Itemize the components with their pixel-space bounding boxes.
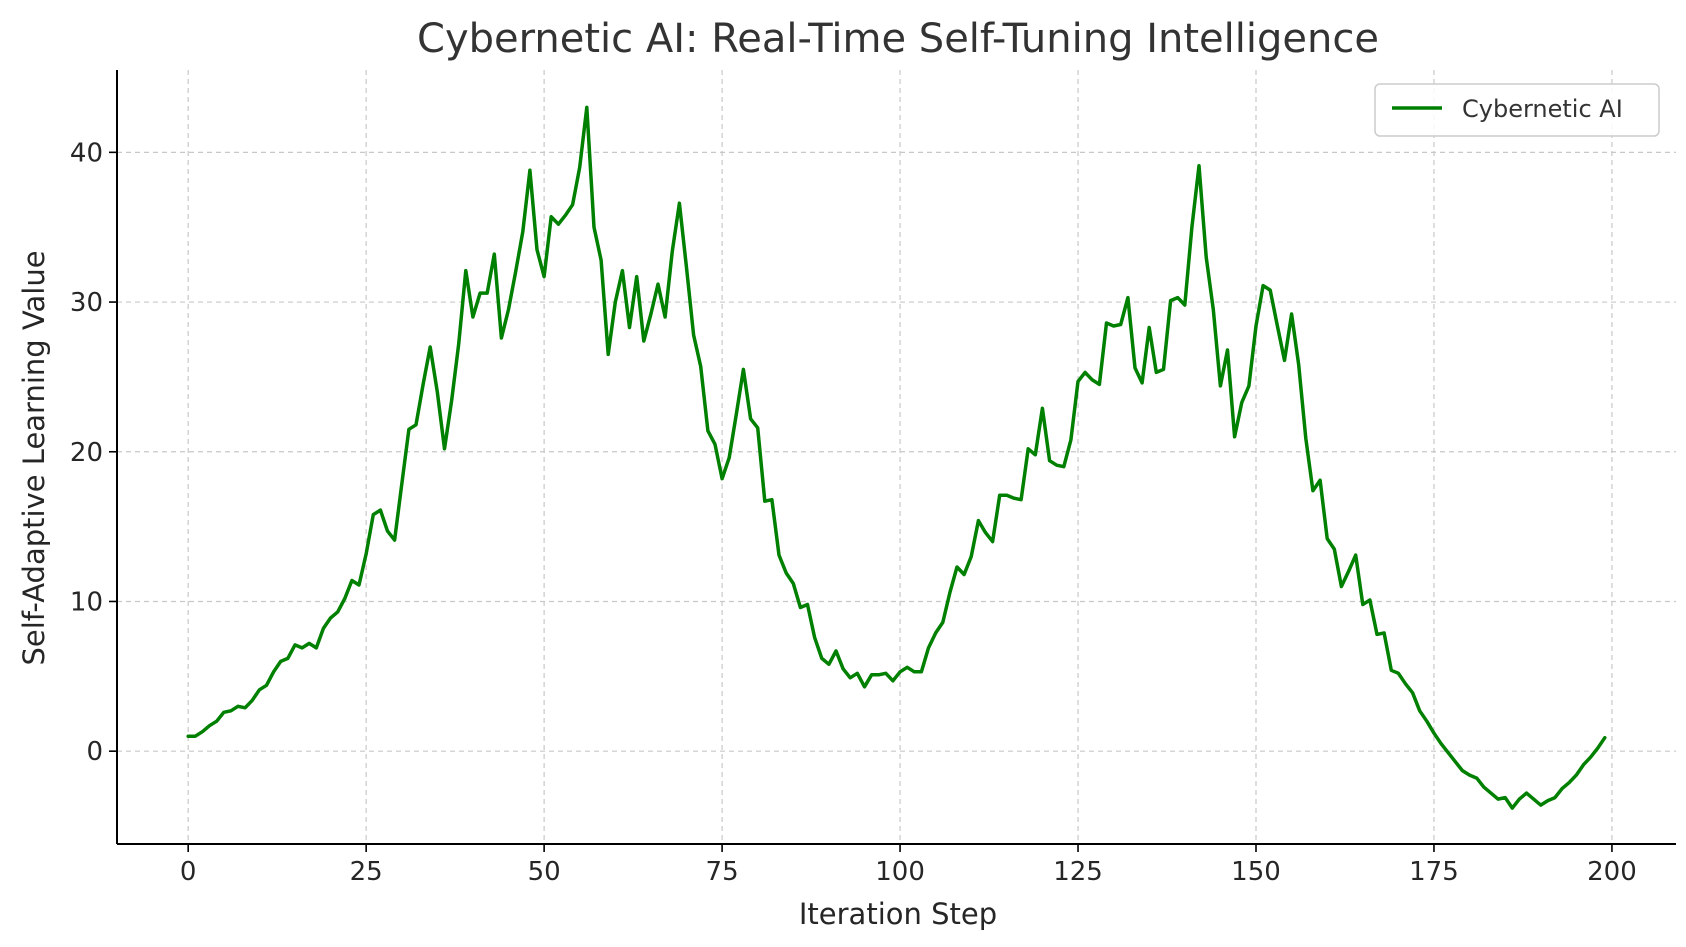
y-tick-label: 20	[70, 438, 103, 468]
x-tick-label: 0	[180, 857, 197, 887]
x-axis-label: Iteration Step	[799, 897, 997, 931]
x-tick-label: 175	[1409, 857, 1459, 887]
series-line-0	[186, 105, 1607, 810]
x-tick-label: 50	[528, 857, 561, 887]
legend-label: Cybernetic AI	[1462, 95, 1623, 123]
x-tick-label: 125	[1053, 857, 1103, 887]
legend: Cybernetic AI	[1374, 83, 1660, 137]
series-layer	[186, 105, 1607, 810]
chart-title: Cybernetic AI: Real-Time Self-Tuning Int…	[417, 16, 1379, 62]
y-tick-label: 10	[70, 587, 103, 617]
x-tick-label: 100	[875, 857, 925, 887]
axes	[116, 70, 1676, 845]
x-ticks: 0 25 50 75 100 125 150 175 200	[180, 844, 1637, 887]
legend-box	[1374, 83, 1660, 137]
y-tick-label: 30	[70, 288, 103, 318]
y-tick-label: 0	[86, 737, 103, 767]
x-tick-label: 25	[350, 857, 383, 887]
y-tick-label: 40	[70, 138, 103, 168]
y-axis-label: Self-Adaptive Learning Value	[17, 250, 51, 665]
x-tick-label: 150	[1231, 857, 1281, 887]
x-tick-label: 200	[1587, 857, 1637, 887]
grid	[117, 70, 1676, 844]
x-tick-label: 75	[706, 857, 739, 887]
y-ticks: 0 10 20 30 40	[70, 138, 117, 767]
